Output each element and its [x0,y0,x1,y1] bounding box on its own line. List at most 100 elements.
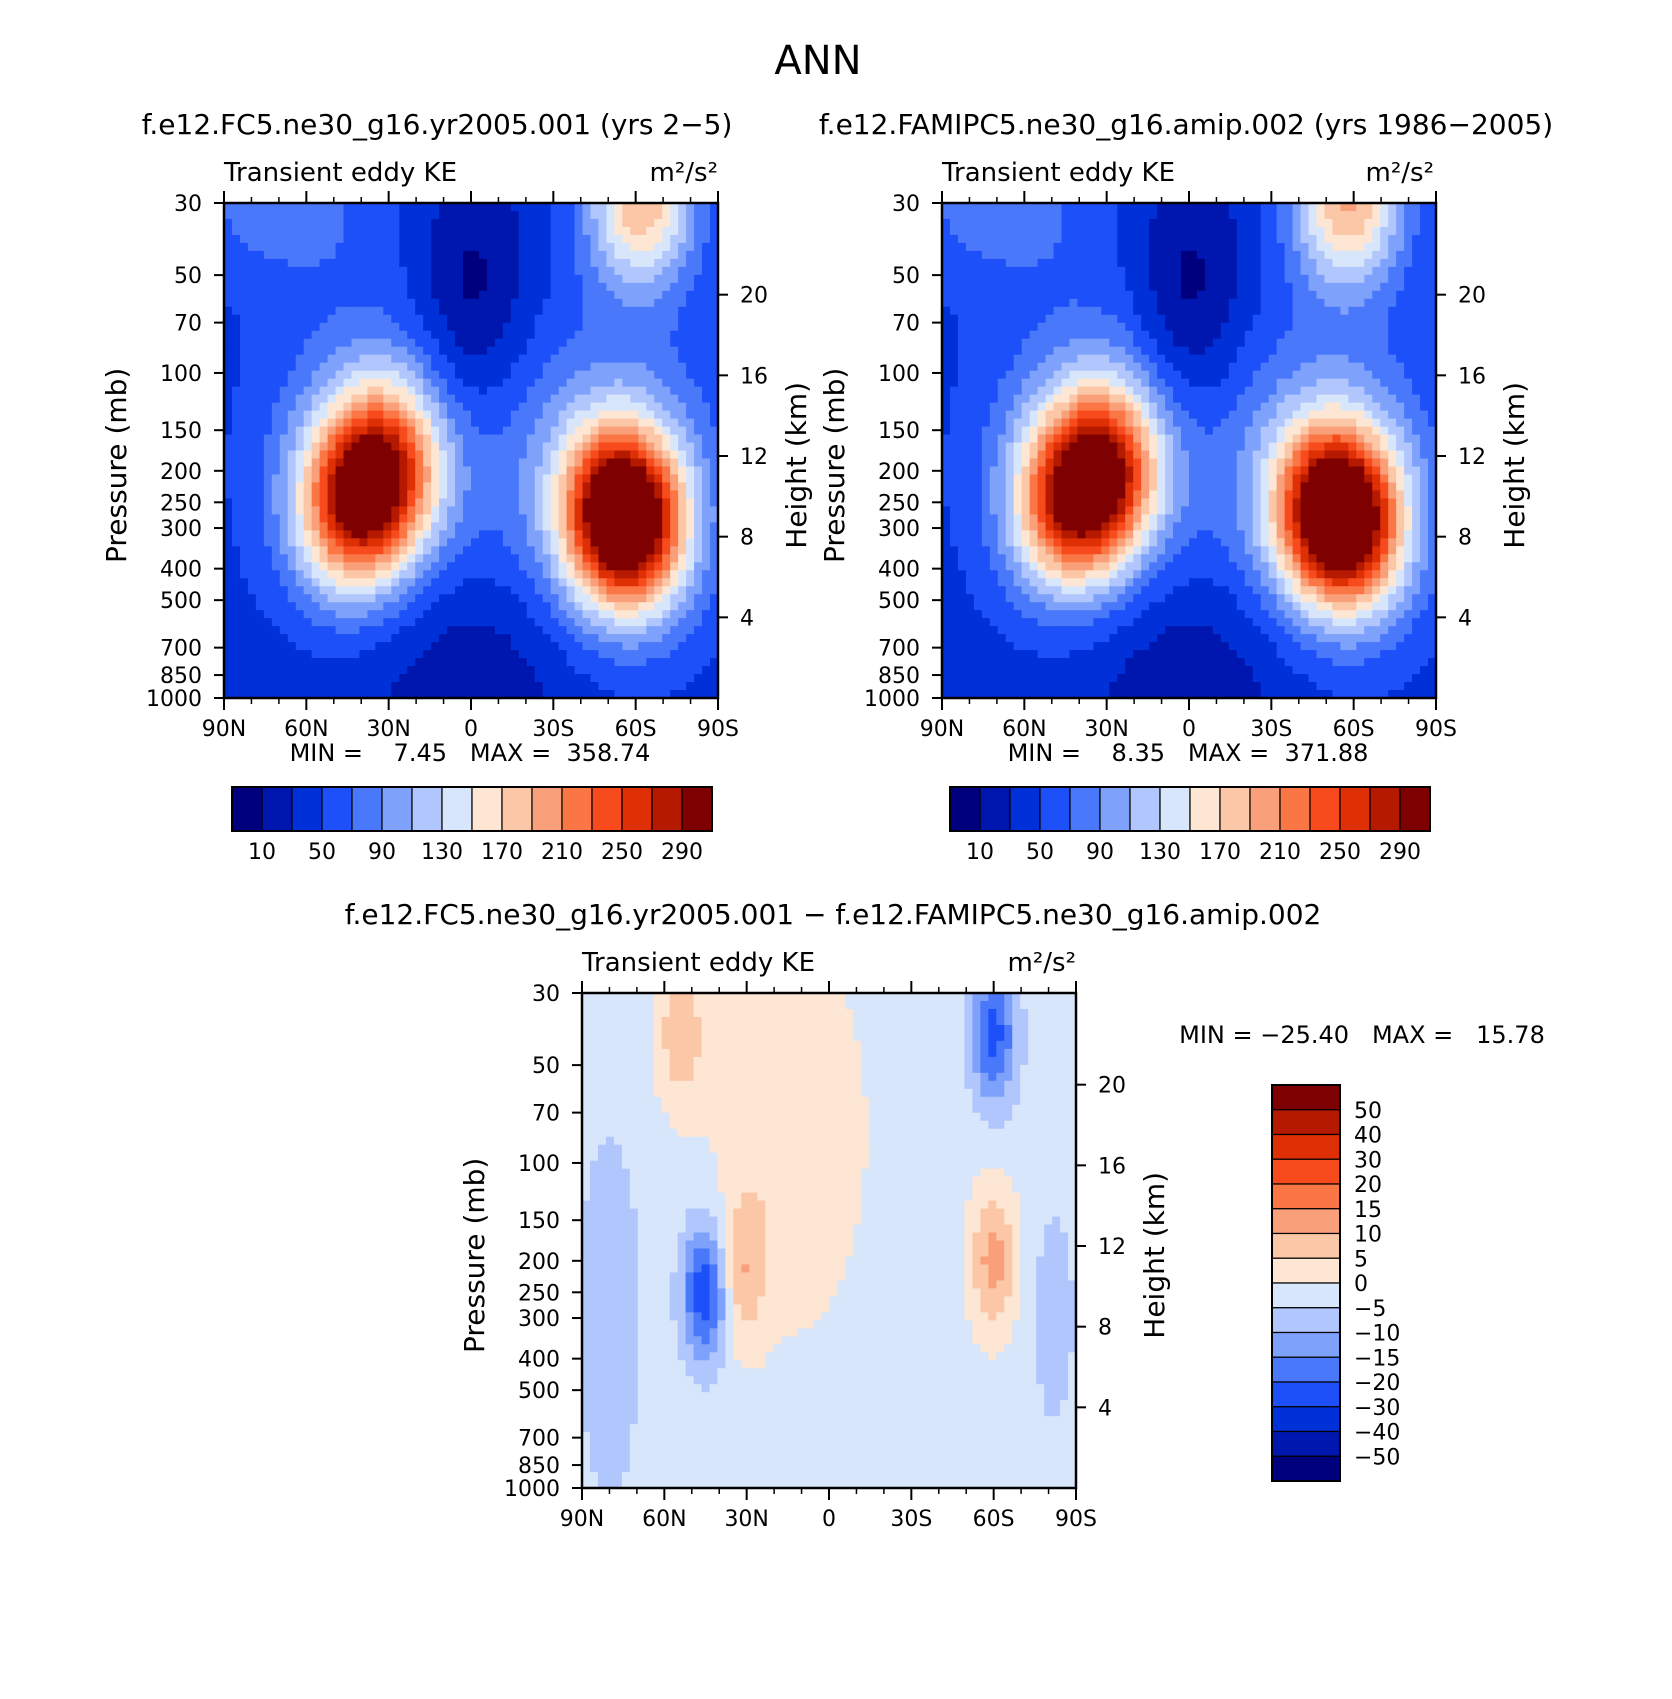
field-cell [303,282,313,292]
field-cell [478,258,488,268]
field-cell [439,594,448,603]
field-cell [367,514,376,523]
field-cell [582,418,592,428]
field-cell [654,394,663,404]
field-cell [271,234,281,244]
field-cell [231,610,241,619]
field-cell [271,322,281,332]
field-cell [1061,610,1071,619]
field-cell [598,218,608,228]
field-cell [1053,538,1063,547]
field-cell [343,330,353,340]
field-cell [1037,466,1047,476]
field-cell [630,458,639,468]
field-cell [367,602,376,611]
field-cell [686,266,695,276]
colorbar-label: 90 [368,840,396,865]
field-cell [1037,450,1047,460]
field-cell [622,250,631,260]
field-cell [478,226,488,236]
field-cell [375,594,384,603]
field-cell [678,554,687,563]
field-cell [981,690,991,699]
field-cell [391,482,400,492]
field-cell [526,474,536,484]
field-cell [574,338,584,348]
field-cell [383,346,392,356]
field-cell [1053,282,1063,292]
field-cell [367,346,376,356]
field-cell [247,514,257,523]
field-cell [662,314,671,324]
field-cell [287,522,297,531]
field-cell [542,578,552,587]
field-cell [343,434,353,444]
field-cell [478,402,488,412]
field-cell [686,618,695,627]
field-cell [558,330,568,340]
field-cell [622,482,631,492]
field-cell [670,482,679,492]
field-cell [1013,306,1023,316]
field-cell [614,690,623,699]
field-cell [638,626,647,635]
field-cell [423,330,432,340]
field-cell [231,290,241,300]
field-cell [670,658,679,667]
field-cell [638,546,647,555]
field-cell [534,370,544,380]
field-cell [997,682,1007,691]
field-cell [526,642,536,651]
field-cell [478,674,488,683]
field-cell [646,546,655,555]
field-cell [670,210,679,220]
field-cell [1021,618,1031,627]
field-cell [526,330,536,340]
field-cell [534,482,544,492]
field-cell [550,330,560,340]
field-cell [590,330,600,340]
field-cell [1053,474,1063,484]
field-cell [423,306,432,316]
field-cell [965,298,975,308]
field-cell [375,618,384,627]
field-cell [311,378,321,388]
field-cell [407,203,416,212]
field-cell [247,642,257,651]
field-cell [231,458,241,468]
field-cell [383,554,392,563]
field-cell [1021,203,1031,212]
field-cell [973,226,983,236]
field-cell [279,466,289,476]
field-cell [590,682,600,691]
field-cell [518,690,528,699]
field-cell [965,290,975,300]
field-cell [942,674,951,683]
field-cell [471,530,480,539]
field-cell [423,426,432,436]
field-cell [471,402,480,412]
field-cell [1013,514,1023,523]
field-cell [1037,362,1047,372]
field-cell [1013,594,1023,603]
field-cell [279,298,289,308]
field-cell [303,570,313,579]
field-cell [431,658,440,667]
field-cell [471,442,480,452]
field-cell [558,434,568,444]
field-cell [1061,354,1071,364]
field-cell [367,426,376,436]
field-cell [383,258,392,268]
field-cell [463,594,472,603]
field-cell [224,538,233,547]
field-cell [431,218,440,228]
field-cell [981,450,991,460]
field-cell [423,226,432,236]
field-cell [295,530,305,539]
field-cell [710,610,719,619]
field-cell [367,274,376,284]
field-cell [486,538,496,547]
field-cell [997,418,1007,428]
field-cell [638,570,647,579]
field-cell [263,322,273,332]
